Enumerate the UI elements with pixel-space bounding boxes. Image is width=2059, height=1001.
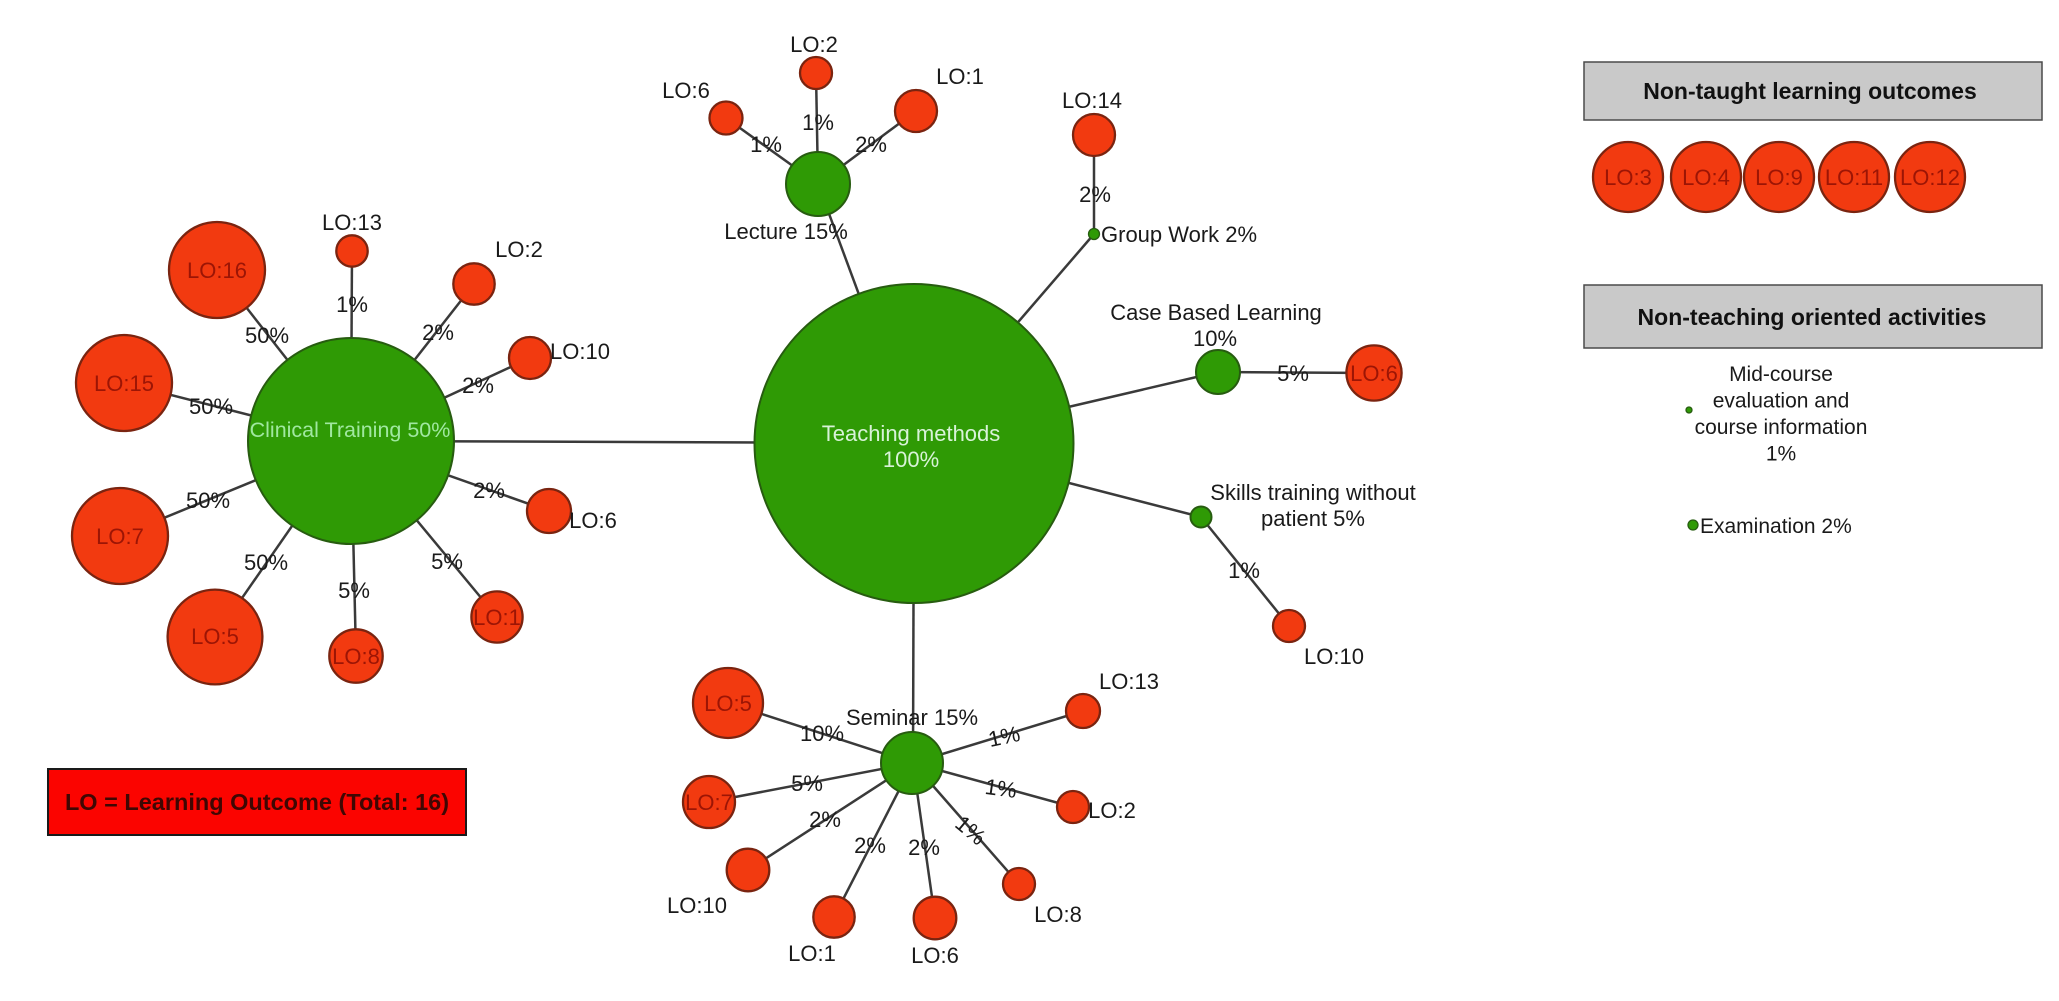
svg-text:2%: 2%	[462, 373, 494, 398]
svg-text:LO:5: LO:5	[191, 624, 239, 649]
svg-text:Clinical Training 50%: Clinical Training 50%	[250, 418, 451, 442]
svg-text:Skills training without: Skills training without	[1210, 480, 1415, 505]
svg-text:5%: 5%	[791, 771, 823, 796]
svg-text:LO:9: LO:9	[1755, 165, 1803, 190]
svg-text:Seminar 15%: Seminar 15%	[846, 705, 978, 730]
svg-text:LO:13: LO:13	[1099, 669, 1159, 694]
svg-text:5%: 5%	[1277, 361, 1309, 386]
svg-text:Examination 2%: Examination 2%	[1700, 515, 1852, 538]
svg-text:LO:6: LO:6	[662, 78, 710, 103]
svg-text:LO:16: LO:16	[187, 258, 247, 283]
svg-text:5%: 5%	[431, 549, 463, 574]
svg-text:course information: course information	[1695, 416, 1868, 439]
svg-text:LO:1: LO:1	[788, 941, 836, 966]
svg-text:1%: 1%	[1766, 443, 1796, 466]
svg-text:LO:8: LO:8	[1034, 902, 1082, 927]
svg-text:LO:4: LO:4	[1682, 165, 1730, 190]
svg-text:patient 5%: patient 5%	[1261, 506, 1365, 531]
svg-text:LO:2: LO:2	[790, 32, 838, 57]
svg-text:LO:6: LO:6	[1350, 361, 1398, 386]
svg-text:10%: 10%	[800, 721, 844, 746]
svg-text:5%: 5%	[338, 578, 370, 603]
svg-text:Non-taught learning outcomes: Non-taught learning outcomes	[1643, 78, 1977, 104]
svg-text:2%: 2%	[1079, 182, 1111, 207]
svg-text:50%: 50%	[189, 394, 233, 419]
svg-text:LO:13: LO:13	[322, 210, 382, 235]
svg-text:1%: 1%	[802, 110, 834, 135]
svg-text:Teaching methods: Teaching methods	[822, 421, 1001, 446]
svg-text:Mid-course: Mid-course	[1729, 363, 1833, 386]
svg-text:Non-teaching oriented activiti: Non-teaching oriented activities	[1638, 304, 1987, 330]
svg-text:LO:8: LO:8	[332, 644, 380, 669]
svg-text:2%: 2%	[473, 478, 505, 503]
svg-text:LO:6: LO:6	[569, 508, 617, 533]
svg-text:50%: 50%	[245, 323, 289, 348]
svg-text:Lecture 15%: Lecture 15%	[724, 219, 848, 244]
svg-text:100%: 100%	[883, 447, 939, 472]
svg-text:1%: 1%	[983, 774, 1018, 803]
svg-text:1%: 1%	[336, 292, 368, 317]
svg-text:LO:10: LO:10	[667, 893, 727, 918]
svg-text:evaluation and: evaluation and	[1713, 390, 1850, 413]
svg-text:LO = Learning Outcome (Total:: LO = Learning Outcome (Total: 16)	[65, 789, 449, 815]
svg-text:LO:1: LO:1	[936, 64, 984, 89]
svg-text:2%: 2%	[855, 132, 887, 157]
svg-text:LO:3: LO:3	[1604, 165, 1652, 190]
svg-text:LO:10: LO:10	[1304, 644, 1364, 669]
svg-text:1%: 1%	[750, 132, 782, 157]
svg-text:LO:2: LO:2	[1088, 798, 1136, 823]
svg-text:LO:10: LO:10	[550, 339, 610, 364]
svg-text:1%: 1%	[1228, 558, 1260, 583]
svg-text:LO:14: LO:14	[1062, 88, 1122, 113]
svg-text:Group Work 2%: Group Work 2%	[1101, 222, 1257, 247]
svg-text:10%: 10%	[1193, 326, 1237, 351]
svg-text:2%: 2%	[908, 835, 940, 860]
svg-text:2%: 2%	[809, 807, 841, 832]
svg-text:LO:1: LO:1	[473, 605, 521, 630]
svg-text:LO:5: LO:5	[704, 691, 752, 716]
svg-text:50%: 50%	[244, 550, 288, 575]
svg-text:LO:2: LO:2	[495, 237, 543, 262]
svg-text:Case Based Learning: Case Based Learning	[1110, 300, 1322, 325]
svg-text:LO:7: LO:7	[685, 790, 733, 815]
svg-text:50%: 50%	[186, 488, 230, 513]
svg-text:LO:15: LO:15	[94, 371, 154, 396]
svg-text:2%: 2%	[854, 833, 886, 858]
svg-text:LO:11: LO:11	[1825, 165, 1883, 190]
svg-text:LO:6: LO:6	[911, 943, 959, 968]
svg-text:LO:7: LO:7	[96, 524, 144, 549]
svg-text:LO:12: LO:12	[1900, 165, 1960, 190]
svg-text:2%: 2%	[422, 320, 454, 345]
